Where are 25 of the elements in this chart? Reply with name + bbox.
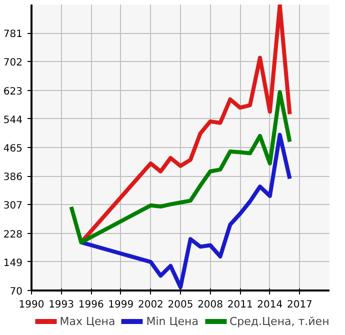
y-tick-label: 623 bbox=[3, 86, 23, 98]
x-tick-label: 2005 bbox=[168, 300, 194, 310]
y-tick-label: 386 bbox=[3, 172, 23, 184]
x-tick-label: 2014 bbox=[257, 300, 283, 310]
legend-label: Сред.Цена, т.йен bbox=[229, 314, 330, 328]
x-tick-label: 1999 bbox=[108, 300, 134, 310]
x-tick-label: 1993 bbox=[48, 300, 74, 310]
x-tick-label: 2008 bbox=[198, 300, 224, 310]
y-tick-label: 228 bbox=[3, 229, 23, 240]
y-tick-label: 781 bbox=[3, 29, 23, 40]
line-series bbox=[79, 132, 292, 290]
x-tick-label: 1990 bbox=[18, 300, 44, 310]
y-tick-label: 70 bbox=[10, 286, 23, 298]
y-tick-label: 544 bbox=[3, 114, 23, 126]
y-tick-label: 465 bbox=[3, 144, 23, 154]
y-tick-label: 307 bbox=[3, 200, 23, 212]
x-tick-label: 1996 bbox=[78, 300, 104, 310]
y-tick-label: 702 bbox=[3, 58, 23, 69]
x-tick-label: 2017 bbox=[286, 300, 312, 310]
x-tick-label: 2002 bbox=[138, 300, 164, 310]
y-tick-label: 149 bbox=[3, 258, 23, 269]
line-series bbox=[69, 90, 292, 244]
legend-label: Min Цена bbox=[146, 314, 198, 328]
x-tick-label: 2011 bbox=[227, 300, 253, 310]
legend-label: Max Цена bbox=[60, 314, 116, 328]
